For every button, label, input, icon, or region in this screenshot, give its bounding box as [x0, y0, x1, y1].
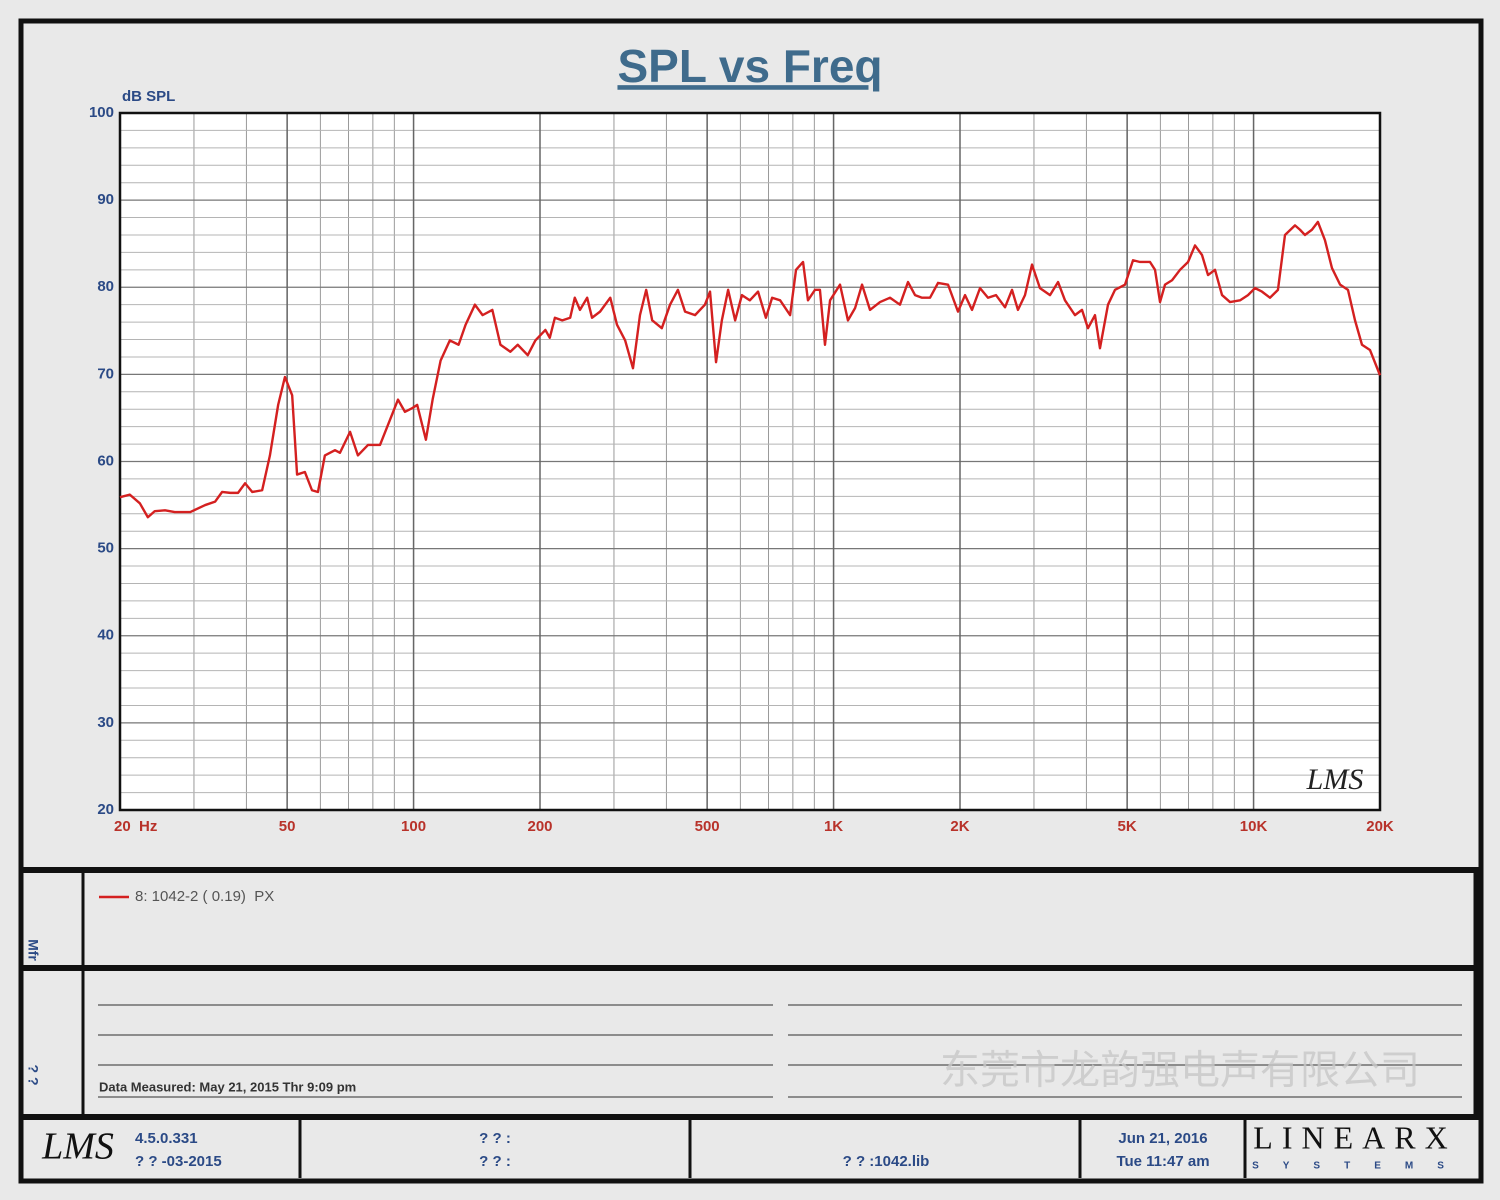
y-tick-label: 90 — [97, 191, 114, 208]
library: ? ? :1042.lib — [843, 1153, 930, 1170]
y-tick-label: 60 — [97, 452, 114, 469]
y-tick-label: 80 — [97, 278, 114, 295]
x-tick-label: 100 — [401, 818, 426, 835]
brand: LINEARX — [1253, 1119, 1456, 1155]
data-measured: Data Measured: May 21, 2015 Thr 9:09 pm — [99, 1079, 356, 1094]
chart-logo: LMS — [1306, 763, 1364, 796]
plot-border — [118, 111, 1382, 812]
legend: 8: 1042-2 ( 0.19) PX — [99, 888, 274, 905]
version: 4.5.0.331 — [135, 1130, 198, 1147]
data-line — [119, 220, 1382, 519]
date-code: ? ? -03-2015 — [135, 1153, 222, 1170]
x-tick-label: 50 — [279, 818, 296, 835]
y-tick-label: 40 — [97, 627, 114, 644]
footer-field: ? ? : — [479, 1130, 511, 1147]
brand-sub: SYSTEMS — [1252, 1161, 1468, 1172]
legend-label: 8: 1042-2 ( 0.19) PX — [135, 888, 274, 905]
x-tick-label: 1K — [824, 818, 843, 835]
side-label: ? ? — [25, 1065, 41, 1086]
y-tick-label: 20 — [97, 801, 114, 818]
y-tick-label: 100 — [89, 104, 114, 121]
x-tick-label: 5K — [1118, 818, 1137, 835]
footer-field: ? ? : — [479, 1153, 511, 1170]
x-tick-label: 10K — [1240, 818, 1268, 835]
y-tick-label: 30 — [97, 714, 114, 731]
y-tick-label: 70 — [97, 365, 114, 382]
grid — [119, 112, 1381, 811]
watermark: 东莞市龙韵强电声有限公司 — [940, 1049, 1420, 1093]
print-date: Jun 21, 2016 — [1118, 1130, 1207, 1147]
chart-title: SPL vs Freq — [617, 40, 882, 92]
x-tick-label: 500 — [695, 818, 720, 835]
x-tick-label: 20 Hz — [114, 818, 157, 835]
y-axis-label: dB SPL — [122, 88, 175, 105]
x-tick-label: 20K — [1366, 818, 1394, 835]
x-tick-label: 200 — [527, 818, 552, 835]
y-tick-label: 50 — [97, 540, 114, 557]
print-time: Tue 11:47 am — [1116, 1153, 1209, 1170]
x-tick-label: 2K — [950, 818, 969, 835]
footer-logo: LMS — [41, 1126, 114, 1168]
side-label: Mfr — [25, 939, 41, 961]
